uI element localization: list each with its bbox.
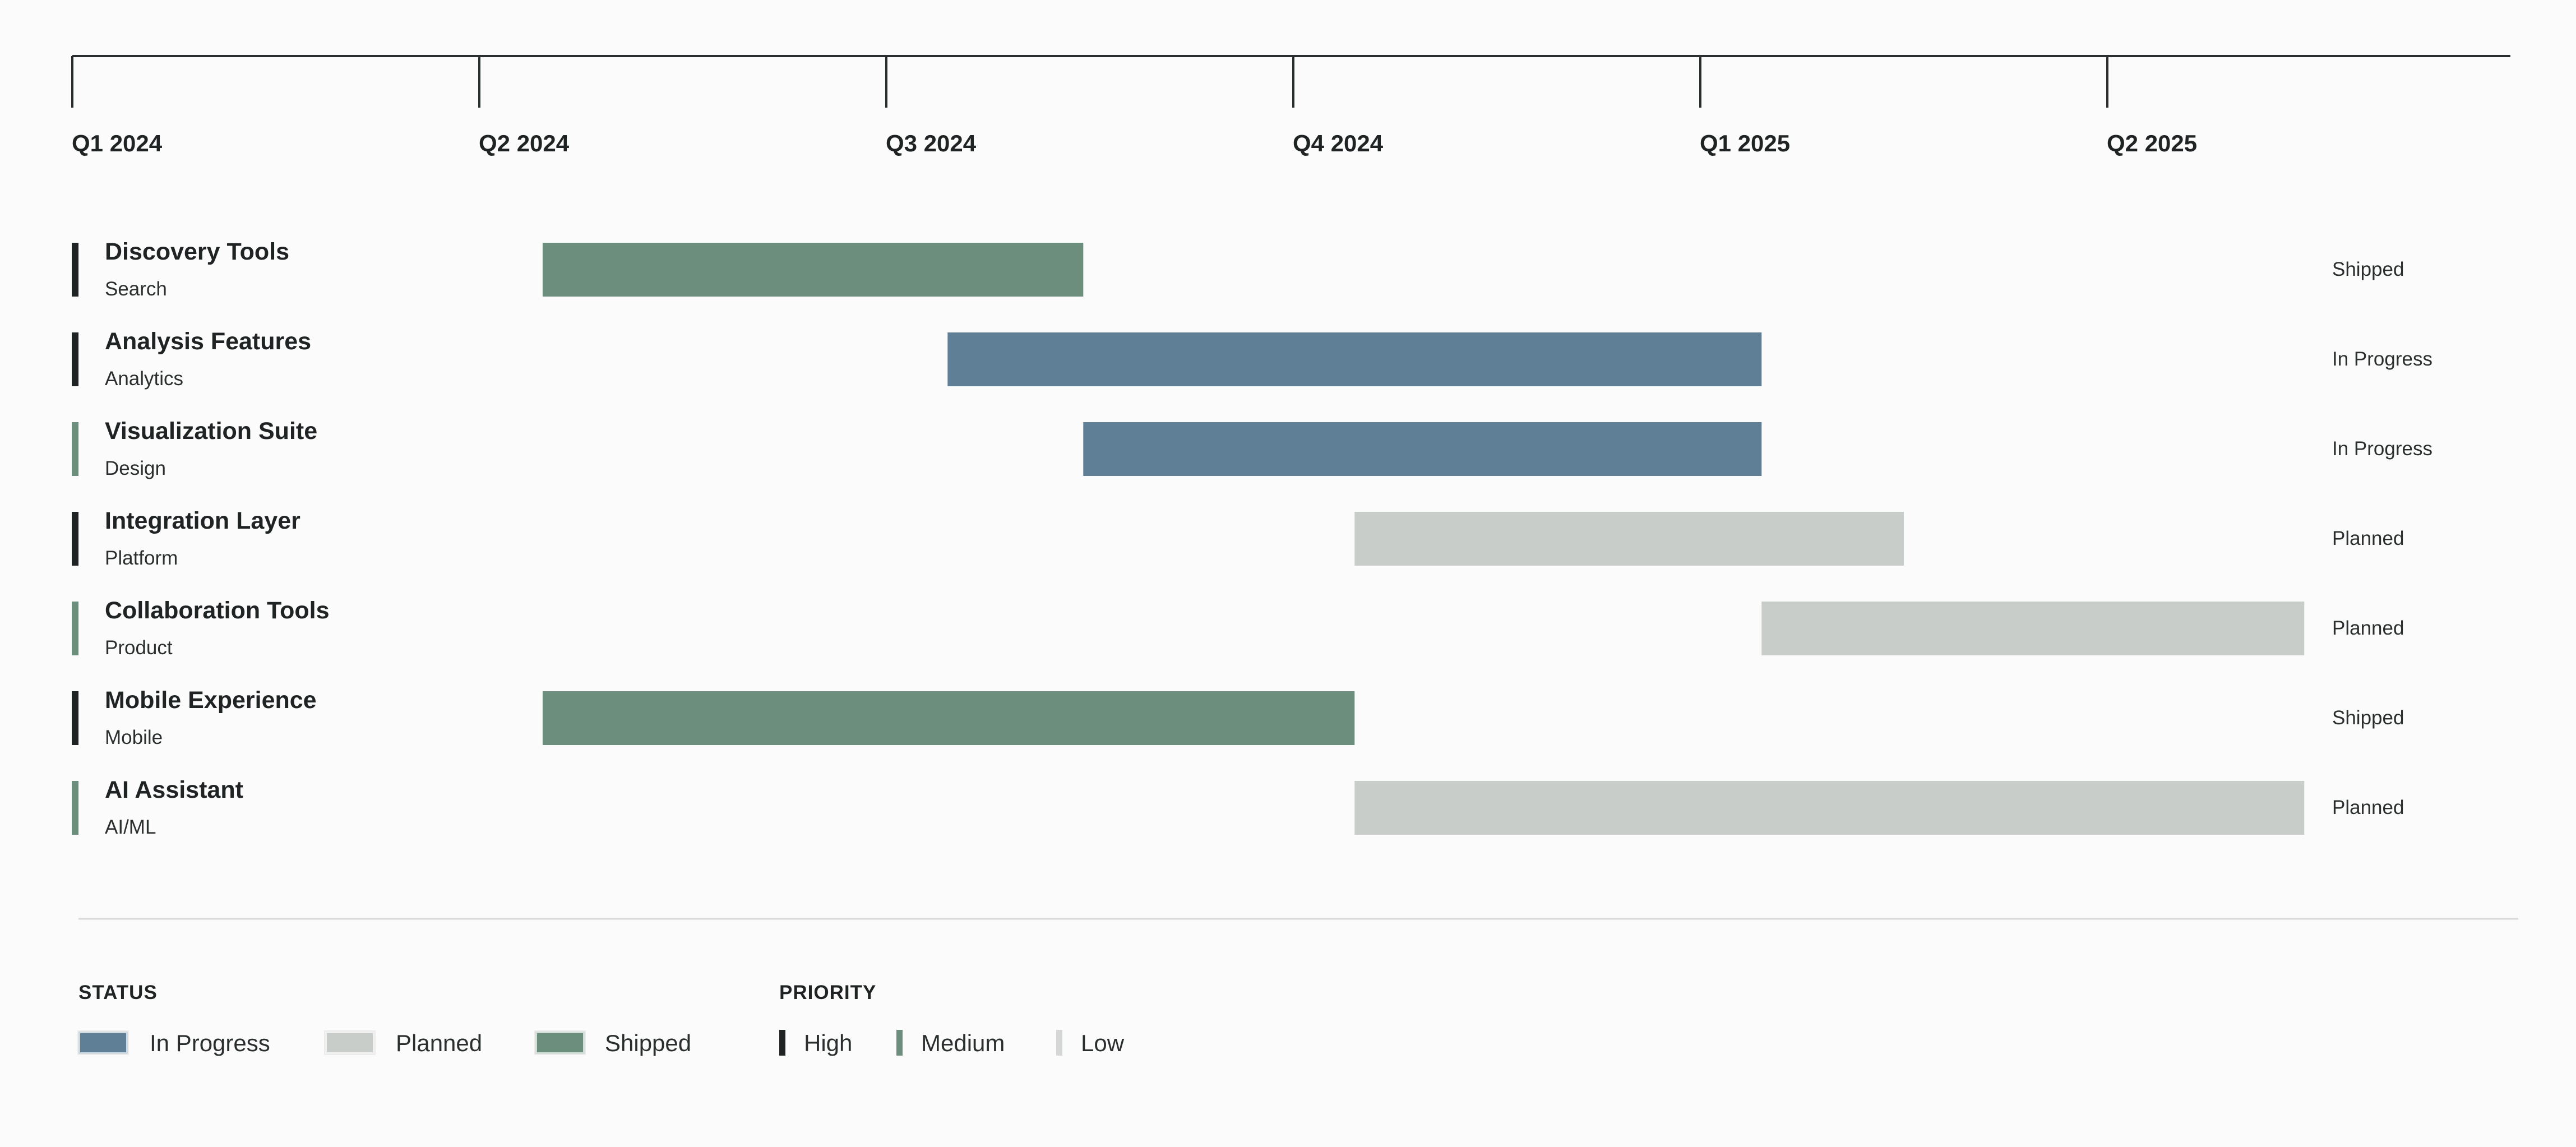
priority-marker — [72, 512, 78, 566]
legend-label-shipped: Shipped — [605, 1030, 692, 1056]
priority-marker — [72, 691, 78, 745]
priority-markers — [72, 243, 78, 835]
task-name: Collaboration Tools — [105, 597, 330, 624]
priority-marker — [72, 422, 78, 476]
task-bar[interactable] — [542, 691, 1355, 745]
task-name: Visualization Suite — [105, 418, 318, 445]
task-status: In Progress — [2332, 438, 2432, 460]
task-bar[interactable] — [1083, 422, 1762, 476]
priority-marker — [72, 602, 78, 655]
quarter-tick-label: Q1 2025 — [1700, 130, 1791, 156]
high-priority-marker — [779, 1030, 785, 1056]
quarter-tick-label: Q2 2025 — [2107, 130, 2198, 156]
task-category: Mobile — [105, 727, 163, 748]
task-name: Integration Layer — [105, 507, 300, 534]
in-progress-swatch — [77, 1030, 129, 1055]
status-legend-title: STATUS — [78, 982, 158, 1003]
task-bar[interactable] — [1761, 602, 2305, 655]
medium-priority-marker — [896, 1030, 903, 1056]
planned-swatch — [324, 1030, 376, 1055]
task-category: Product — [105, 637, 173, 659]
timeline-axis — [71, 55, 2510, 108]
quarter-tick-label: Q2 2024 — [479, 130, 570, 156]
legend-label-planned: Planned — [396, 1030, 483, 1056]
legend-label-medium: Medium — [921, 1030, 1005, 1056]
legend-label-in-progress: In Progress — [150, 1030, 270, 1056]
task-status: Planned — [2332, 528, 2404, 549]
priority-marker — [72, 332, 78, 386]
low-priority-marker — [1056, 1030, 1062, 1056]
task-name: Discovery Tools — [105, 238, 289, 265]
priority-legend-title: PRIORITY — [779, 982, 877, 1003]
legend-label-high: High — [804, 1030, 853, 1056]
quarter-tick-label: Q4 2024 — [1293, 130, 1384, 156]
task-bar[interactable] — [542, 243, 1084, 297]
shipped-swatch — [534, 1030, 586, 1055]
task-name: Analysis Features — [105, 328, 312, 355]
legend-label-low: Low — [1081, 1030, 1125, 1056]
task-status: Planned — [2332, 797, 2404, 818]
quarter-tick-label: Q1 2024 — [72, 130, 163, 156]
quarter-tick-label: Q3 2024 — [886, 130, 977, 156]
task-status: Shipped — [2332, 707, 2404, 729]
task-bar[interactable] — [1354, 781, 2305, 835]
task-category: AI/ML — [105, 816, 156, 838]
task-bar[interactable] — [1354, 512, 1904, 566]
priority-marker — [72, 781, 78, 835]
task-category: Design — [105, 457, 166, 479]
task-category: Analytics — [105, 368, 184, 390]
task-bars — [542, 243, 2305, 835]
task-status: Shipped — [2332, 258, 2404, 280]
priority-marker — [72, 243, 78, 297]
task-category: Platform — [105, 547, 178, 569]
task-status: In Progress — [2332, 348, 2432, 370]
task-name: Mobile Experience — [105, 687, 317, 714]
task-status: Planned — [2332, 617, 2404, 639]
task-bar[interactable] — [947, 332, 1762, 386]
task-name: AI Assistant — [105, 776, 243, 803]
task-category: Search — [105, 278, 167, 300]
